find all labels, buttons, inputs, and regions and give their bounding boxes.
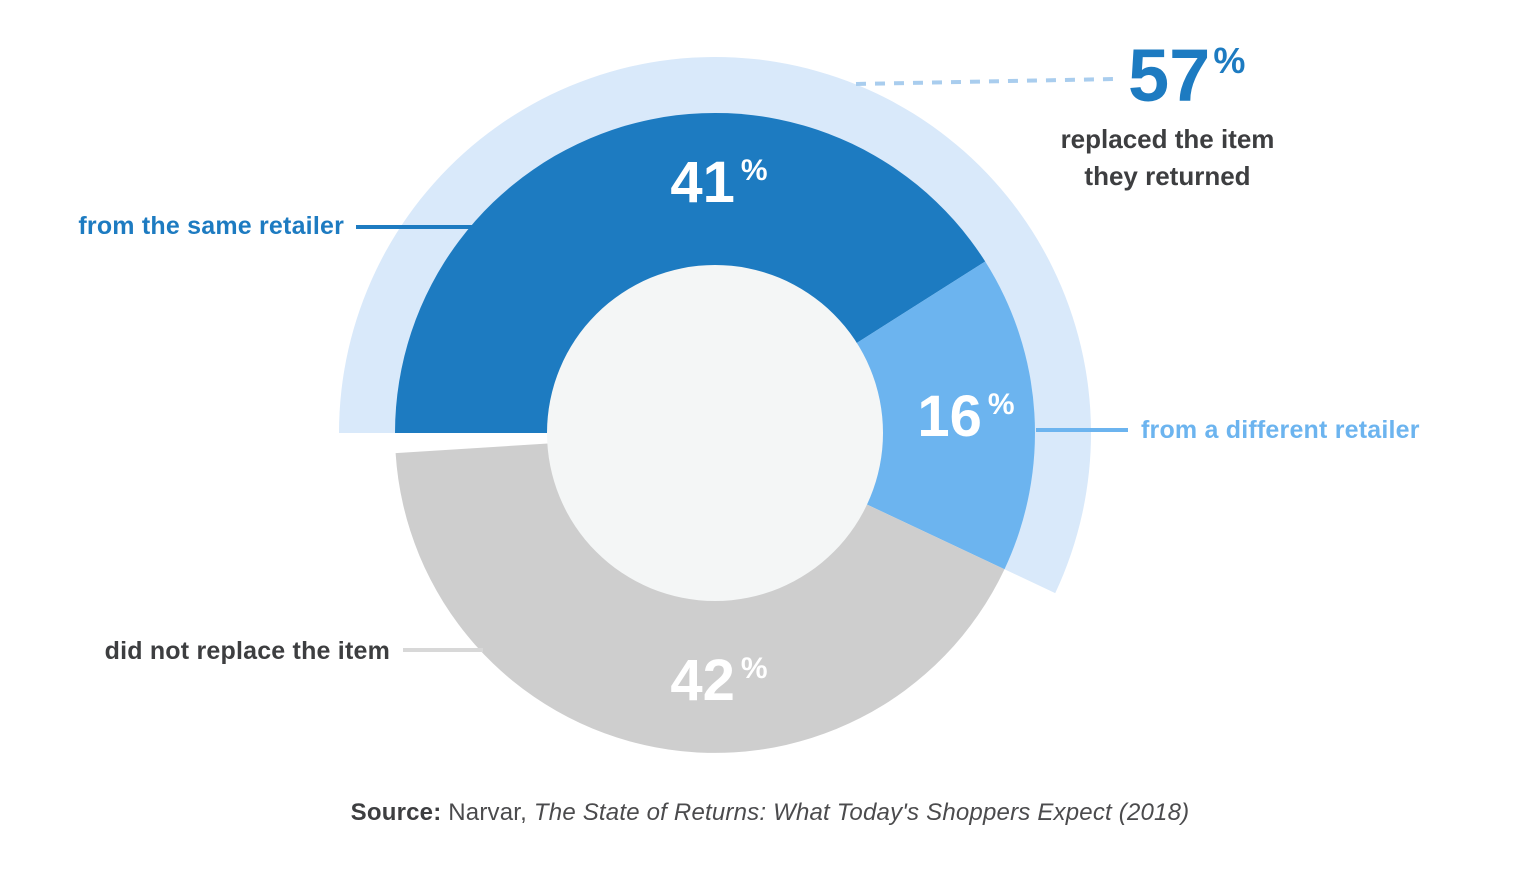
label-did-not-replace: did not replace the item [104,637,390,665]
percent-value: 16 [917,384,982,449]
donut-hole [547,265,883,601]
percent-label-same-retailer: 41% [670,154,767,222]
percent-sign: % [987,388,1015,421]
source-publisher: Narvar, [441,799,534,826]
callout-caption-line2: they returned [1084,161,1251,191]
percent-sign: % [1213,40,1246,81]
source-prefix: Source: [350,799,442,826]
label-from-same-retailer: from the same retailer [78,212,344,240]
callout-caption-line1: replaced the item [1060,124,1275,154]
percent-label-different-retailer: 16% [917,388,1014,456]
percent-value: 42 [670,648,735,713]
source-text: Source: Narvar, The State of Returns: Wh… [0,799,1540,827]
label-from-different-retailer: from a different retailer [1141,416,1420,444]
source-title: The State of Returns: What Today's Shopp… [533,799,1190,826]
callout-value: 57 [1128,34,1211,117]
callout-replaced-caption: replaced the item they returned [1050,121,1285,195]
percent-sign: % [740,652,768,685]
percent-value: 41 [670,150,735,215]
percent-label-did-not-replace: 42% [670,652,767,720]
leader-line-replaced-dashed [855,77,1115,86]
percent-sign: % [740,154,768,187]
callout-replaced-value: 57% [1128,36,1245,129]
